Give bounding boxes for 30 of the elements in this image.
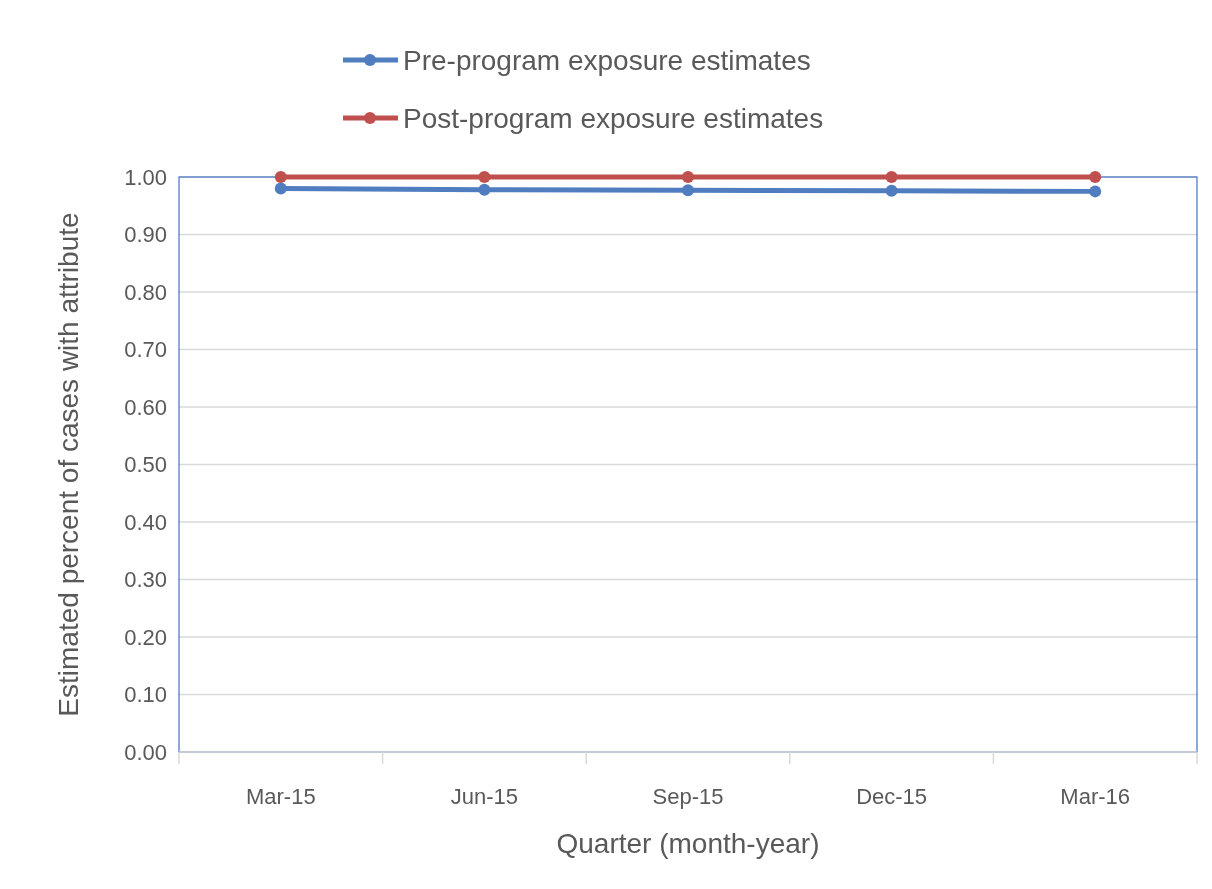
point xyxy=(682,184,694,197)
y-tick-label: 0.40 xyxy=(124,509,167,535)
x-tick-label: Mar-16 xyxy=(1060,784,1131,809)
y-tick-label: 0.60 xyxy=(124,394,167,420)
x-tick-label: Mar-15 xyxy=(245,784,316,809)
x-tick-label: Sep-15 xyxy=(652,784,724,809)
y-tick-label: 0.90 xyxy=(124,222,167,248)
y-tick-label: 0.30 xyxy=(124,567,167,593)
y-tick-label: 0.70 xyxy=(124,337,167,363)
point xyxy=(478,183,491,196)
legend-label: Pre-program exposure estimates xyxy=(403,44,811,76)
y-tick-label: 0.50 xyxy=(124,452,167,478)
y-tick-label: 0.10 xyxy=(124,682,167,708)
point xyxy=(885,184,898,197)
y-axis-title: Estimated percent of cases with attribute xyxy=(53,212,84,717)
point xyxy=(478,171,491,183)
point xyxy=(274,171,287,183)
y-tick-label: 0.20 xyxy=(124,624,167,650)
y-tick-label: 0.00 xyxy=(124,739,167,765)
y-tick-label: 0.80 xyxy=(124,279,167,305)
x-tick-label: Jun-15 xyxy=(450,784,519,809)
legend-label: Post-program exposure estimates xyxy=(403,102,824,134)
x-tick-label: Dec-15 xyxy=(856,784,928,809)
point xyxy=(1089,185,1102,198)
point xyxy=(885,171,898,183)
point xyxy=(682,171,694,183)
y-tick-label: 1.00 xyxy=(124,164,167,190)
point xyxy=(1089,171,1102,183)
point xyxy=(274,182,287,195)
x-axis-title: Quarter (month-year) xyxy=(556,828,820,859)
